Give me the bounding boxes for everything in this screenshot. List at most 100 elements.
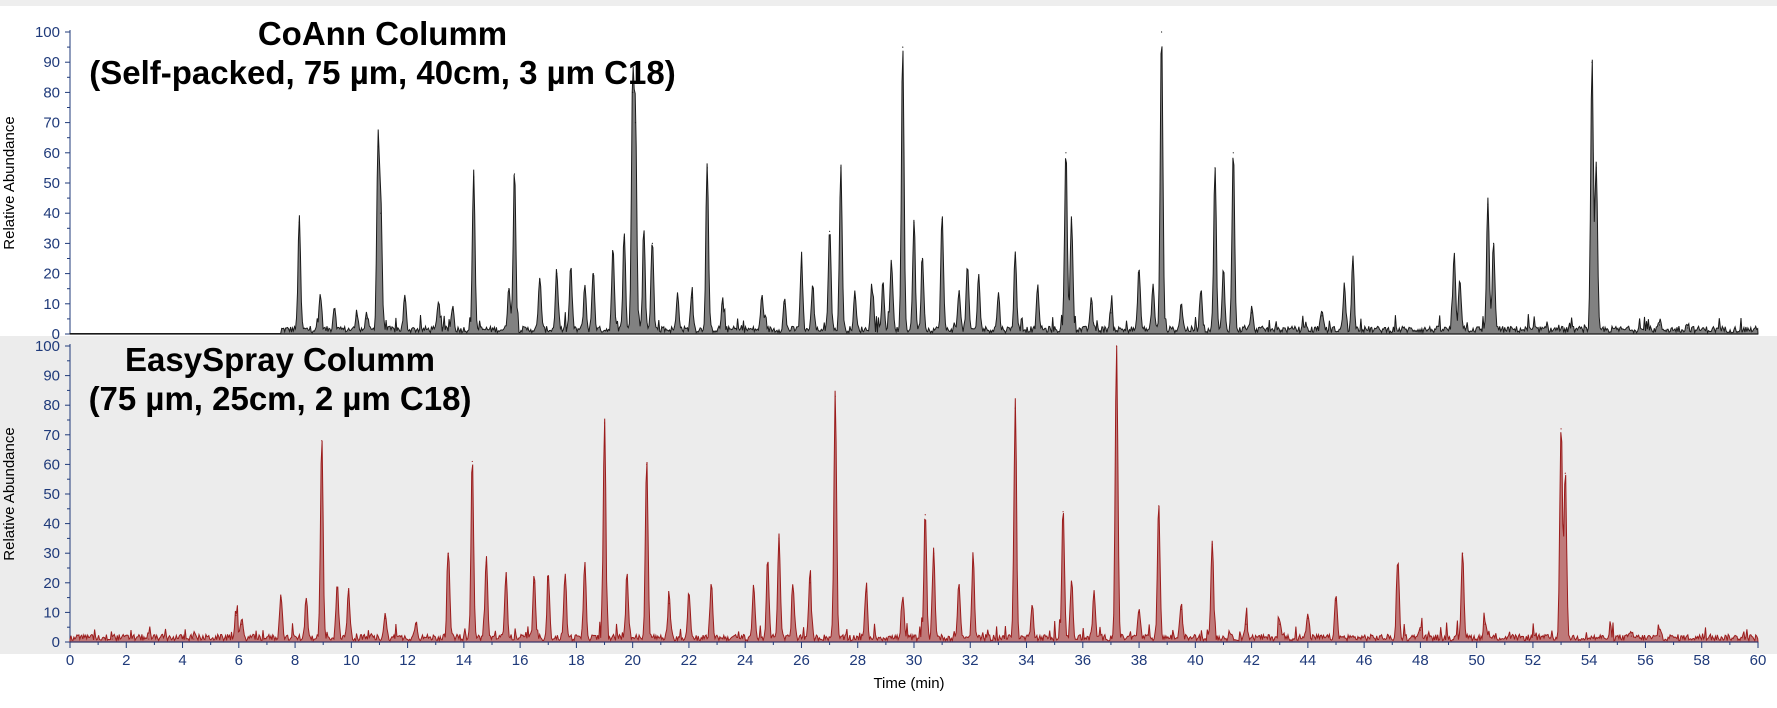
x-tick-label: 36	[1074, 652, 1091, 669]
peak-point-bottom	[564, 576, 566, 578]
peak-point-bottom	[1279, 623, 1281, 625]
bottom-title: EasySpray Columm (75 µm, 25cm, 2 µm C18)	[60, 340, 500, 418]
peak-point-top	[1152, 288, 1154, 290]
trace-top	[69, 46, 1759, 335]
peak-point-bottom	[447, 552, 449, 554]
x-tick-label: 14	[456, 652, 473, 669]
x-tick-label: 10	[343, 652, 360, 669]
peak-point-top	[829, 230, 831, 232]
peak-point-top	[1070, 218, 1073, 220]
peak-point-top	[1591, 61, 1593, 63]
peak-point-bottom	[111, 638, 113, 640]
peak-point-top	[1453, 257, 1455, 260]
peak-point-top	[722, 303, 724, 305]
y-tick-label-bottom: 0	[52, 634, 60, 651]
y-axis-label-top: Relative Abundance	[1, 116, 18, 249]
peak-point-bottom	[280, 597, 282, 599]
peak-point-top	[539, 279, 541, 281]
peak-point-bottom	[1419, 629, 1421, 631]
peak-point-bottom	[646, 463, 648, 465]
y-tick-label-bottom: 60	[43, 456, 60, 473]
peak-point-top	[871, 288, 873, 290]
y-tick-label-top: 80	[43, 84, 60, 101]
peak-point-bottom	[1031, 605, 1033, 608]
peak-point-bottom	[1484, 623, 1486, 625]
peak-point-top	[1180, 306, 1182, 308]
y-tick-label-top: 90	[43, 54, 60, 71]
x-tick-label: 0	[66, 652, 74, 669]
y-axis-label-bottom: Relative Abundance	[1, 427, 18, 560]
peak-point-top	[333, 309, 336, 311]
x-tick-label: 8	[291, 652, 299, 669]
peak-point-bottom	[485, 561, 487, 563]
peak-point-top	[800, 266, 803, 269]
x-tick-label: 16	[512, 652, 529, 669]
peak-point-bottom	[1307, 617, 1309, 619]
peak-point-bottom	[505, 573, 507, 575]
peak-point-top	[1487, 203, 1489, 205]
peak-point-top	[473, 176, 475, 178]
peak-point-top	[612, 251, 614, 254]
peak-point-bottom	[347, 591, 350, 593]
y-tick-label-bottom: 100	[35, 338, 60, 355]
bottom-title-line1: EasySpray Columm	[125, 341, 435, 378]
peak-point-top	[921, 257, 924, 260]
peak-point-top	[643, 233, 645, 235]
peak-point-top	[1065, 152, 1067, 154]
y-tick-label-top: 10	[43, 296, 60, 313]
top-title: CoAnn Columm (Self-packed, 75 µm, 40cm, …	[60, 14, 705, 92]
peak-point-bottom	[1462, 552, 1464, 554]
peak-point-top	[890, 263, 893, 266]
peak-point-top	[298, 221, 300, 223]
peak-point-top	[978, 279, 980, 281]
x-tick-label: 24	[737, 652, 754, 669]
peak-point-top	[677, 297, 679, 299]
peak-point-top	[783, 303, 786, 305]
x-tick-label: 46	[1356, 652, 1373, 669]
peak-point-top	[1658, 324, 1661, 326]
peak-point-bottom	[1014, 407, 1016, 409]
x-tick-label: 6	[235, 652, 243, 669]
x-tick-label: 52	[1525, 652, 1542, 669]
peak-point-bottom	[584, 567, 586, 569]
peak-point-top	[1459, 282, 1461, 284]
peak-point-top	[632, 91, 634, 93]
peak-point-bottom	[1335, 599, 1337, 602]
y-tick-label-bottom: 20	[43, 575, 60, 592]
peak-point-top	[1595, 167, 1597, 169]
x-tick-label: 34	[1018, 652, 1035, 669]
peak-point-bottom	[688, 594, 690, 596]
peak-point-bottom	[792, 588, 794, 590]
x-tick-label: 56	[1637, 652, 1654, 669]
x-tick-label: 32	[962, 652, 979, 669]
peak-point-top	[1232, 152, 1234, 154]
x-tick-label: 54	[1581, 652, 1598, 669]
peak-point-top	[1321, 315, 1323, 317]
top-title-line2: (Self-packed, 75 µm, 40cm, 3 µm C18)	[89, 54, 676, 91]
peak-point-bottom	[710, 588, 713, 590]
peak-point-bottom	[1564, 472, 1566, 474]
peak-point-top	[508, 288, 510, 290]
peak-point-bottom	[1245, 623, 1247, 625]
peak-point-bottom	[834, 395, 836, 397]
peak-point-top	[319, 297, 321, 299]
peak-point-top	[356, 315, 358, 317]
peak-point-top	[941, 218, 943, 220]
peak-point-bottom	[865, 591, 867, 593]
peak-point-top	[651, 242, 653, 244]
trace-bottom	[69, 345, 1759, 643]
peak-point-top	[1222, 273, 1225, 275]
peak-point-top	[1251, 312, 1253, 314]
x-tick-label: 42	[1243, 652, 1260, 669]
peak-point-top	[902, 46, 904, 48]
peak-point-top	[854, 297, 856, 299]
x-tick-label: 38	[1131, 652, 1148, 669]
peak-point-top	[882, 285, 884, 287]
x-tick-label: 40	[1187, 652, 1204, 669]
x-tick-label: 2	[122, 652, 130, 669]
peak-point-bottom	[1630, 635, 1632, 637]
peak-point-bottom	[1397, 564, 1399, 566]
peak-point-bottom	[1093, 594, 1095, 596]
